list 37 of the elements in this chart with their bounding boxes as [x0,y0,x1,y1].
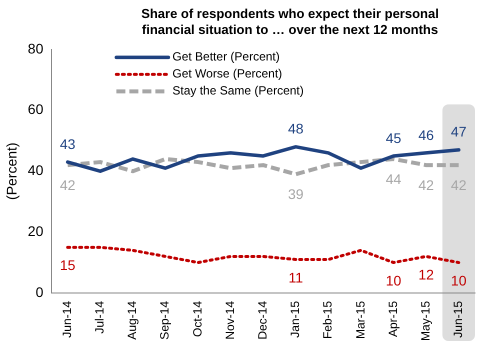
x-tick-label: Apr-15 [386,300,400,338]
x-tick-label: Dec-14 [256,300,270,340]
y-tick-label: 60 [28,101,44,118]
data-label: 44 [386,170,402,187]
data-label: 11 [288,269,304,286]
chart-title: Share of respondents who expect their personal financial situation to … over the next 12 months [140,6,440,38]
data-label: 48 [288,120,304,137]
x-tick-label: Jul-14 [92,300,107,334]
x-tick-label: Jan-15 [288,300,302,338]
legend-label: Get Better (Percent) [172,50,280,64]
y-tick-label: 40 [28,162,44,178]
x-tick-label: Feb-15 [320,300,335,340]
data-label: 45 [386,130,402,146]
data-label: 42 [418,176,434,193]
y-tick-label: 0 [36,284,44,300]
data-label: 15 [60,257,76,274]
data-label: 10 [450,272,467,288]
y-tick-label: 20 [28,222,44,239]
x-tick-label: Jun-15 [451,300,466,338]
legend-label: Stay the Same (Percent) [172,84,304,98]
x-tick-label: Aug-14 [125,300,140,340]
x-tick-label: Oct-14 [190,300,204,337]
x-tick-label: May-15 [418,300,432,341]
data-label: 46 [418,126,434,143]
data-label: 47 [450,124,467,140]
y-tick-label: 80 [28,40,44,56]
x-tick-label: Jun-14 [60,300,74,338]
data-label: 39 [288,186,304,202]
data-label: 10 [386,272,402,288]
data-label: 12 [418,266,434,282]
y-axis-title: (Percent) [3,142,20,200]
x-tick-label: Nov-14 [222,300,237,340]
x-tick-label: Mar-15 [353,300,368,339]
data-label: 42 [60,176,76,193]
data-label: 43 [60,136,76,152]
x-tick-label: Sep-14 [158,300,172,340]
legend-label: Get Worse (Percent) [172,66,282,81]
